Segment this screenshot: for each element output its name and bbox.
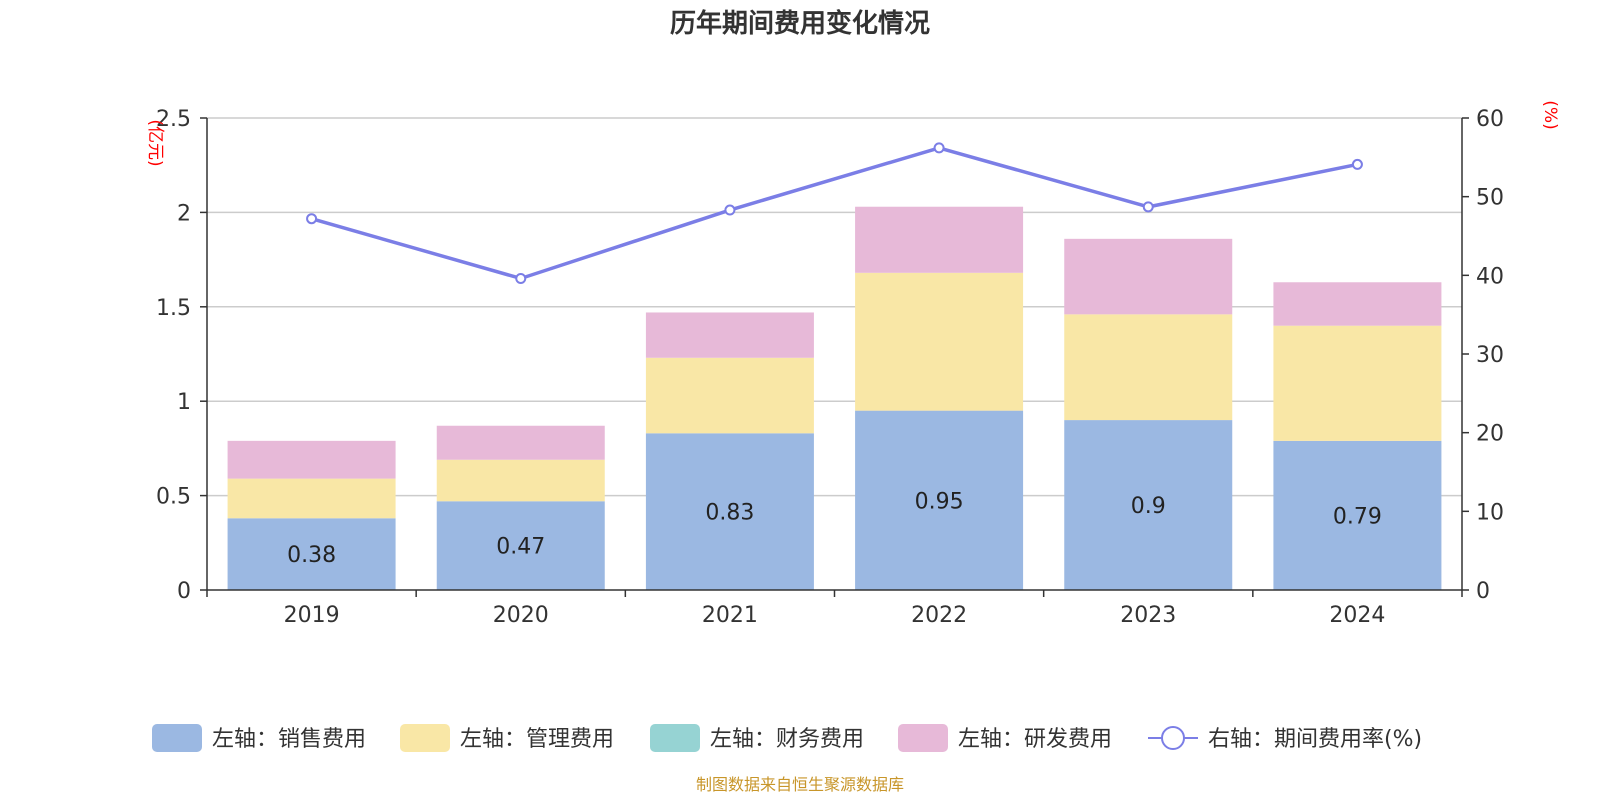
bar-3-2020 [436,425,605,460]
bar-value-label: 0.83 [705,501,754,526]
rate-point-2020 [515,272,527,284]
bar-1-2022 [855,272,1024,411]
bar-1-2019 [227,478,396,519]
bar-3-2024 [1273,282,1442,326]
bar-value-label: 0.95 [915,489,964,514]
bar-1-2023 [1064,314,1233,421]
rate-point-2023 [1142,201,1154,213]
data-labels: 0.38 0.47 0.83 0.95 0.9 0.79 [287,489,1382,568]
legend-swatch [152,724,202,752]
bar-0-2024 [1273,440,1442,590]
bar-value-label: 0.38 [287,543,336,568]
legend: 左轴：销售费用 左轴：管理费用 左轴：财务费用 左轴：研发费用 右轴：期间费用率(%) [152,724,1422,752]
left-tick-label: 1 [177,390,191,415]
bar-1-2024 [1273,325,1442,441]
left-tick-label: 2 [177,201,191,226]
right-tick-label: 60 [1476,107,1504,132]
gridlines [207,117,1462,497]
rate-point-2024 [1351,158,1363,170]
right-axis-unit: (%) [1540,100,1560,129]
bar-3-2023 [1064,238,1233,315]
right-tick-label: 50 [1476,186,1504,211]
legend-label: 左轴：销售费用 [212,727,366,752]
x-tick-label: 2020 [493,603,549,628]
bar-3-2021 [645,312,814,358]
legend-label: 左轴：研发费用 [958,727,1112,752]
right-tick-label: 40 [1476,264,1504,289]
left-tick-label: 0 [177,579,191,604]
rate-point-2021 [724,204,736,216]
bar-3-2022 [855,206,1024,273]
chart-title: 历年期间费用变化情况 [670,8,930,39]
bar-value-label: 0.79 [1333,504,1382,529]
bar-0-2019 [227,518,396,590]
legend-label: 右轴：期间费用率(%) [1208,727,1422,752]
left-axis-unit: (亿元) [145,119,165,166]
x-tick-label: 2022 [911,603,967,628]
rate-point-2019 [306,213,318,225]
x-tick-label: 2019 [284,603,340,628]
bar-0-2020 [436,501,605,590]
left-tick-label: 1.5 [156,296,191,321]
x-tick-label: 2023 [1120,603,1176,628]
axes: 0 0.5 1 1.5 2 2.5 0 10 20 30 40 50 60 2019 2020 2021 202… [156,107,1504,628]
right-tick-label: 0 [1476,579,1490,604]
legend-label: 左轴：财务费用 [710,727,864,752]
legend-swatch [898,724,948,752]
legend-swatch [650,724,700,752]
bar-1-2020 [436,459,605,502]
rate-line [311,146,1358,281]
bar-value-label: 0.47 [496,535,545,560]
bar-3-2019 [227,440,396,479]
source-note: 制图数据来自恒生聚源数据库 [696,775,904,794]
bar-1-2021 [645,357,814,434]
rate-line-series [306,142,1363,284]
x-tick-label: 2024 [1329,603,1385,628]
x-tick-label: 2021 [702,603,758,628]
right-tick-label: 20 [1476,422,1504,447]
bar-value-label: 0.9 [1131,494,1166,519]
left-tick-label: 2.5 [156,107,191,132]
bar-0-2023 [1064,420,1233,590]
rate-point-2022 [933,142,945,154]
right-tick-label: 30 [1476,343,1504,368]
bar-0-2022 [855,410,1024,590]
left-tick-label: 0.5 [156,485,191,510]
legend-label: 左轴：管理费用 [460,727,614,752]
bar-0-2021 [645,433,814,590]
legend-marker [1161,726,1185,750]
legend-swatch [400,724,450,752]
right-tick-label: 10 [1476,500,1504,525]
bar-series [227,206,1442,590]
